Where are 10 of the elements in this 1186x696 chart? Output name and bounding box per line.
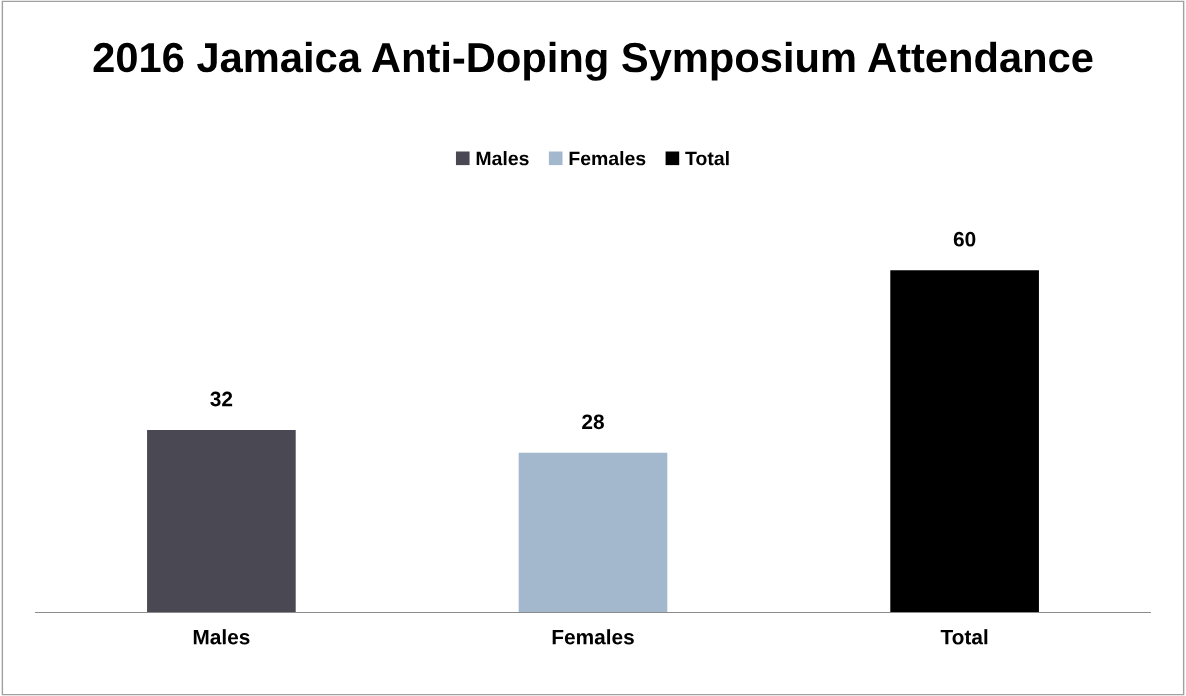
data-label: 28 [582, 414, 604, 430]
x-tick-label: Total [940, 629, 988, 645]
legend-label: Females [569, 151, 646, 166]
x-tick-label: Females [552, 629, 634, 645]
legend-label: Males [476, 151, 529, 166]
chart-title: 2016 Jamaica Anti-Doping Symposium Attendance [93, 41, 1093, 81]
x-tick-label: Males [193, 629, 250, 645]
data-label: 32 [210, 391, 233, 407]
legend-label: Total [685, 151, 729, 166]
data-label: 60 [953, 231, 976, 247]
